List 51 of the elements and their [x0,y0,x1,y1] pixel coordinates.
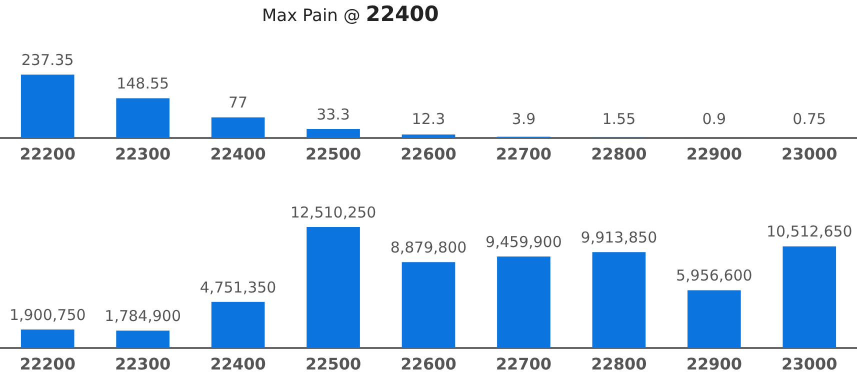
bar [116,98,170,138]
data-label: 9,913,850 [580,228,658,246]
data-label: 4,751,350 [200,278,276,296]
data-label: 0.9 [702,110,726,128]
x-tick-label: 22900 [686,354,742,374]
bar [592,252,646,348]
data-label: 77 [228,94,248,112]
x-tick-label: 22600 [400,354,456,374]
x-tick-label: 22900 [686,144,742,164]
data-label: 1,900,750 [9,306,86,324]
bar [782,246,836,348]
bar [20,74,74,138]
data-label: 10,512,650 [766,222,852,241]
bar [306,128,360,138]
bar [402,262,456,348]
x-tick-label: 22400 [210,144,266,164]
x-tick-label: 22500 [305,144,362,164]
data-label: 33.3 [316,105,350,124]
data-label: 5,956,600 [676,266,752,285]
bar [306,227,360,348]
data-label: 8,879,800 [390,238,467,256]
data-label: 237.35 [21,51,74,70]
x-tick-label: 22500 [305,354,362,374]
x-tick-label: 23000 [782,354,838,374]
data-label: 12,510,250 [290,203,376,222]
x-tick-label: 22700 [496,354,552,374]
bar [688,290,741,348]
x-tick-label: 22800 [591,354,647,374]
data-label: 1.55 [602,110,636,128]
bar [20,329,74,348]
bar [116,330,170,348]
data-label: 12.3 [412,110,446,128]
data-label: 3.9 [512,110,536,128]
data-label: 1,784,900 [104,306,182,325]
x-tick-label: 22200 [20,144,76,164]
x-tick-label: 22200 [20,354,76,374]
chart-title: Max Pain @ 22400 [262,2,439,26]
data-label: 0.75 [792,110,826,128]
x-tick-label: 22700 [496,144,552,164]
x-tick-label: 22400 [210,354,266,374]
x-tick-label: 22800 [591,144,647,164]
x-tick-label: 22300 [114,354,171,374]
bar [211,117,265,138]
bar [402,134,456,138]
x-tick-label: 22300 [114,144,171,164]
bar [211,302,265,348]
x-tick-label: 23000 [782,144,838,164]
x-tick-label: 22600 [400,144,456,164]
bar [497,256,550,348]
data-label: 148.55 [116,74,170,93]
data-label: 9,459,900 [486,232,562,251]
